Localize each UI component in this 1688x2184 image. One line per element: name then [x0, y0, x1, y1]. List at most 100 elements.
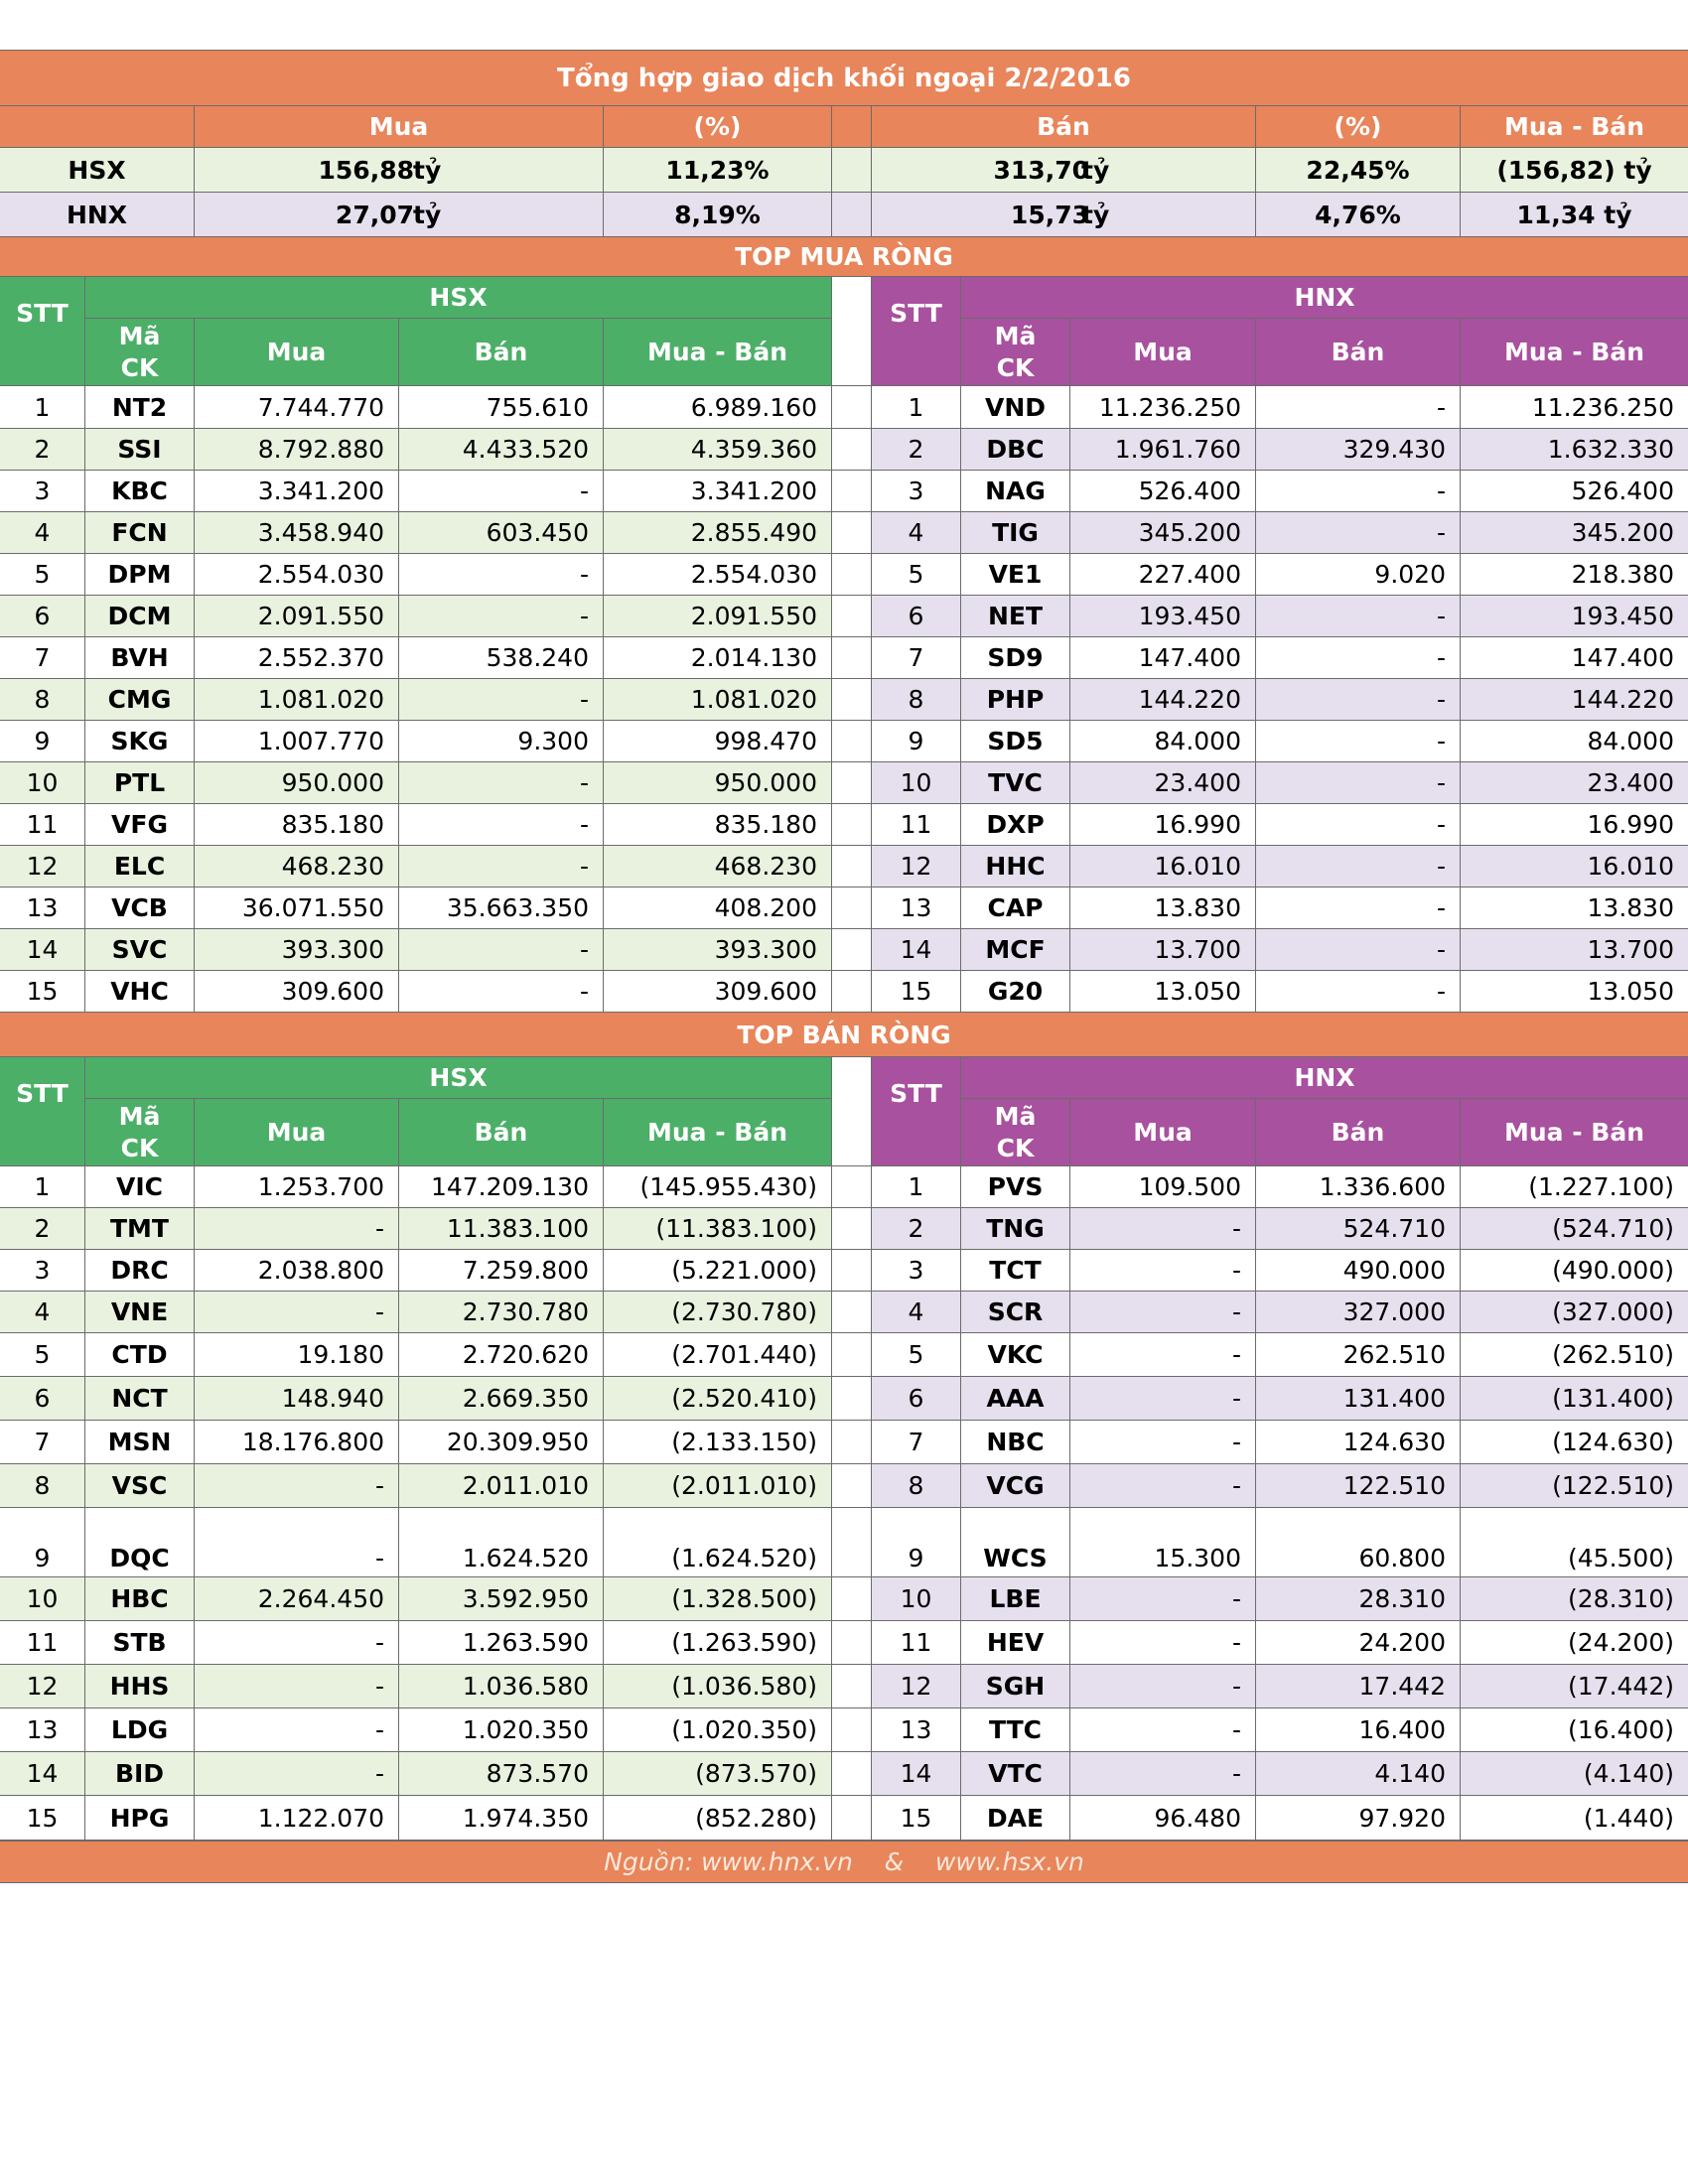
hsx-net-cell: 6.989.160: [603, 386, 831, 428]
hsx-mua-cell: 1.081.020: [194, 679, 398, 720]
hnx-stt-cell: 5: [871, 1333, 960, 1376]
ck-label: CK: [996, 1133, 1035, 1162]
summary-mua-pct: 11,23%: [603, 148, 831, 192]
summary-ban-unit: tỷ: [1081, 155, 1110, 185]
hsx-stt-cell: 11: [0, 1621, 84, 1664]
hsx-stt-cell: 14: [0, 1752, 84, 1795]
hsx-net-cell: 468.230: [603, 846, 831, 887]
hsx-ban-cell: 9.300: [398, 721, 603, 761]
hsx-stt-cell: 8: [0, 1464, 84, 1507]
hnx-stt-cell: 1: [871, 1166, 960, 1207]
hnx-net-cell: 1.632.330: [1460, 429, 1688, 470]
hsx-ban-cell: 2.720.620: [398, 1333, 603, 1376]
hsx-mua-cell: -: [194, 1708, 398, 1751]
hsx-ban-cell: 1.020.350: [398, 1708, 603, 1751]
hnx-stt-cell: 6: [871, 596, 960, 636]
top-buy-header: STT HSX Mã CK Mua Bán Mua - Bán STT HNX Mã CK Mua Bá…: [0, 277, 1688, 386]
hsx-stt-cell: 5: [0, 1333, 84, 1376]
hsx-mua-cell: 2.038.800: [194, 1250, 398, 1291]
hnx-ma-ck-cell: AAA: [960, 1377, 1069, 1420]
hnx-stt-cell: 3: [871, 471, 960, 511]
hsx-net-cell: (5.221.000): [603, 1250, 831, 1291]
hsx-ban-cell: 1.263.590: [398, 1621, 603, 1664]
hsx-ban-cell: -: [398, 762, 603, 803]
hsx-ma-ck-cell: DQC: [84, 1508, 194, 1576]
hnx-ban-cell: 124.630: [1255, 1421, 1460, 1463]
hsx-ban-cell: -: [398, 679, 603, 720]
hsx-ma-ck-cell: HPG: [84, 1796, 194, 1840]
hsx-ma-ck-cell: VFG: [84, 804, 194, 845]
hsx-stt-cell: 15: [0, 971, 84, 1012]
hsx-mua-cell: 2.091.550: [194, 596, 398, 636]
table-row: 13 VCB 36.071.550 35.663.350 408.200 13 CAP 13.…: [0, 887, 1688, 929]
hsx-mua-cell: 18.176.800: [194, 1421, 398, 1463]
table-row: 11 VFG 835.180-835.180 11 DXP 16.990-16.990: [0, 804, 1688, 846]
summary-net: 11,34 tỷ: [1460, 193, 1688, 236]
hsx-stt-cell: 7: [0, 1421, 84, 1463]
top-buy-title-row: TOP MUA RÒNG: [0, 237, 1688, 277]
table-row: 10 HBC 2.264.450 3.592.950 (1.328.500) 10 LBE -…: [0, 1577, 1688, 1621]
hnx-mua-cell: -: [1069, 1752, 1255, 1795]
hnx-net-cell: (524.710): [1460, 1208, 1688, 1249]
hnx-ban-cell: 262.510: [1255, 1333, 1460, 1376]
hnx-ban-header: Bán: [1255, 1098, 1460, 1165]
top-sell-title: TOP BÁN RÒNG: [737, 1020, 951, 1049]
hsx-mua-cell: 8.792.880: [194, 429, 398, 470]
hsx-ma-ck-cell: PTL: [84, 762, 194, 803]
hsx-ban-cell: 35.663.350: [398, 887, 603, 928]
hnx-ma-ck-cell: G20: [960, 971, 1069, 1012]
hsx-mua-cell: 950.000: [194, 762, 398, 803]
hsx-ma-ck-cell: VSC: [84, 1464, 194, 1507]
foreign-trading-sheet: Tổng hợp giao dịch khối ngoại 2/2/2016 M…: [0, 50, 1688, 1883]
hnx-ban-cell: -: [1255, 512, 1460, 553]
hsx-net-cell: 408.200: [603, 887, 831, 928]
hsx-net-cell: 4.359.360: [603, 429, 831, 470]
hnx-mua-cell: 96.480: [1069, 1796, 1255, 1840]
hnx-stt-cell: 15: [871, 1796, 960, 1840]
hnx-mua-header: Mua: [1069, 318, 1255, 385]
hsx-ma-ck-cell: VCB: [84, 887, 194, 928]
hnx-ma-ck-cell: CAP: [960, 887, 1069, 928]
hsx-ma-ck-cell: MSN: [84, 1421, 194, 1463]
hnx-ban-cell: 60.800: [1255, 1508, 1460, 1576]
hnx-mua-cell: 109.500: [1069, 1166, 1255, 1207]
hnx-stt-cell: 1: [871, 386, 960, 428]
summary-header-pct1: (%): [603, 106, 831, 147]
hnx-ma-ck-cell: TCT: [960, 1250, 1069, 1291]
hnx-stt-cell: 9: [871, 721, 960, 761]
hsx-mua-cell: -: [194, 1752, 398, 1795]
hsx-ban-cell: -: [398, 971, 603, 1012]
hnx-mua-cell: -: [1069, 1292, 1255, 1332]
hnx-ban-cell: 131.400: [1255, 1377, 1460, 1420]
hnx-ma-ck-cell: VCG: [960, 1464, 1069, 1507]
hnx-ban-cell: -: [1255, 386, 1460, 428]
hnx-mua-header: Mua: [1069, 1098, 1255, 1165]
hsx-mua-cell: 2.554.030: [194, 554, 398, 595]
hsx-ban-cell: 4.433.520: [398, 429, 603, 470]
hnx-net-cell: 526.400: [1460, 471, 1688, 511]
table-row: 4 FCN 3.458.940 603.450 2.855.490 4 TIG 345.200…: [0, 512, 1688, 554]
ma-label: Mã: [994, 321, 1037, 350]
hsx-mua-cell: 3.458.940: [194, 512, 398, 553]
hsx-ban-header: Bán: [398, 1098, 603, 1165]
hsx-ban-cell: -: [398, 554, 603, 595]
hnx-net-cell: 218.380: [1460, 554, 1688, 595]
hsx-ban-cell: -: [398, 804, 603, 845]
hsx-ma-ck-cell: SKG: [84, 721, 194, 761]
summary-net: (156,82) tỷ: [1460, 148, 1688, 192]
hnx-ma-ck-header: Mã CK: [960, 318, 1069, 385]
hsx-ban-cell: 538.240: [398, 637, 603, 678]
hsx-mua-cell: 1.122.070: [194, 1796, 398, 1840]
hsx-stt-cell: 1: [0, 386, 84, 428]
summary-header-row: Mua (%) Bán (%) Mua - Bán: [0, 106, 1688, 148]
hnx-mua-cell: 13.050: [1069, 971, 1255, 1012]
hsx-net-cell: (2.730.780): [603, 1292, 831, 1332]
hsx-net-cell: (2.520.410): [603, 1377, 831, 1420]
summary-ban-cell: 313,70 tỷ: [871, 148, 1255, 192]
hnx-ma-ck-cell: LBE: [960, 1577, 1069, 1620]
hsx-stt-cell: 5: [0, 554, 84, 595]
hnx-net-cell: (1.227.100): [1460, 1166, 1688, 1207]
hnx-ma-ck-cell: PVS: [960, 1166, 1069, 1207]
hsx-mua-cell: 2.264.450: [194, 1577, 398, 1620]
hnx-net-cell: (124.630): [1460, 1421, 1688, 1463]
